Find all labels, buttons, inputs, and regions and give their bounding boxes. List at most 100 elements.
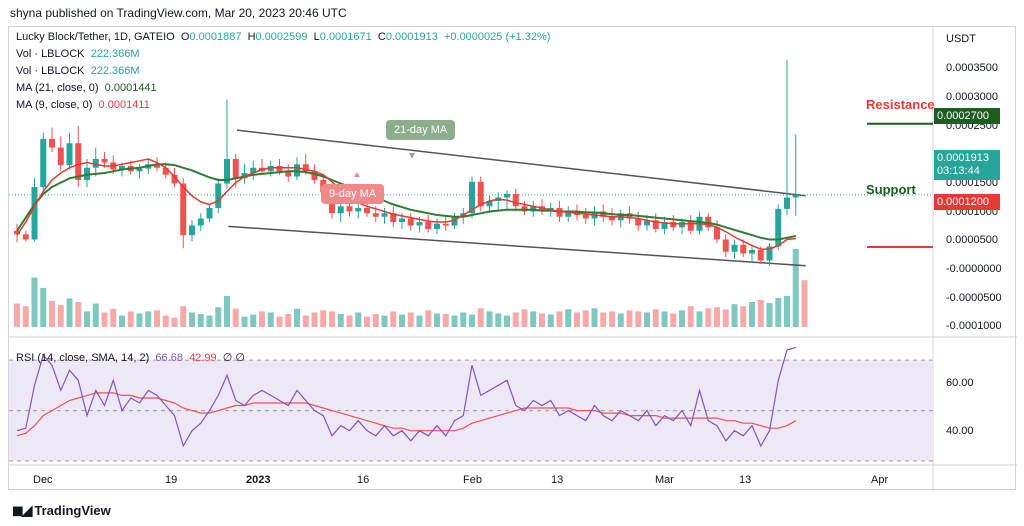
candle-body [215,183,222,208]
volume-bar [530,311,537,327]
volume-bar [180,306,187,327]
volume-bar [749,302,755,327]
price-tick-label: -0.0000000 [946,263,1002,275]
volume-bar [110,308,117,327]
volume-bar [364,316,370,327]
candle-body [635,218,642,226]
vol1-label: Vol · LBLOCK [16,48,85,60]
volume-bar [521,309,528,327]
candle-body [31,187,38,240]
tradingview-logo[interactable]: ◼◢ TradingView [12,502,111,519]
high-label: H [247,31,256,43]
time-tick-label: Apr [871,474,889,486]
legend-vol2[interactable]: Vol · LBLOCK 222.366M [16,65,140,77]
volume-bar [337,314,344,327]
volume-bar [679,310,685,327]
chart-canvas[interactable] [9,27,1017,491]
candle-body [504,194,510,198]
volume-bar [731,304,738,327]
volume-bar [399,314,405,327]
volume-bar [591,308,598,327]
volume-bar [285,314,292,327]
candle-body [434,223,440,229]
rsi-extra: ∅ ∅ [222,352,245,364]
publish-info: shyna published on TradingView.com, Mar … [10,6,347,20]
legend-vol1[interactable]: Vol · LBLOCK 222.366M [16,48,140,60]
volume-bar [381,315,388,327]
candle-body [355,208,362,212]
volume-bar [469,314,475,327]
legend-ma9[interactable]: MA (9, close, 0) 0.0001411 [16,99,150,111]
candle-body [250,167,257,173]
candle-body [206,208,213,219]
volume-bar [757,299,764,327]
volume-bar [171,317,178,327]
time-tick-label: 2023 [246,474,271,486]
candle-body [381,213,388,217]
volume-bar [460,312,467,327]
candle-body [14,230,20,235]
legend-rsi[interactable]: RSI (14, close, SMA, 14, 2) 66.68 42.99 … [16,351,245,364]
candle-body [661,222,668,229]
vol2-value: 222.366M [90,65,140,77]
candle-body [784,197,790,209]
volume-bar [206,315,213,327]
candle-body [311,171,318,180]
candle-body [40,138,47,187]
ma21-callout[interactable]: 21-day MA [386,120,456,140]
low-value: 0.0001671 [319,31,372,43]
chart-frame[interactable] [8,26,1017,491]
candle-body [757,250,764,261]
currency-label: USDT [946,33,976,45]
volume-bar [66,298,73,327]
candle-body [749,250,755,254]
channel-upper-line [236,129,806,197]
candle-body [740,244,747,254]
volume-bar [145,311,152,327]
symbol-title[interactable]: Lucky Block/Tether, 1D, GATEIO [16,31,175,43]
support-label: Support [866,182,916,197]
volume-bar [547,314,554,327]
volume-bar [259,311,265,327]
rsi-ma-line [16,392,797,437]
candle-body [232,159,239,179]
volume-bar [425,310,432,327]
volume-bar [714,307,720,327]
candle-body [469,181,475,214]
volume-bar [224,295,230,327]
volume-bar [119,315,125,327]
ma9-callout[interactable]: 9-day MA [321,184,385,204]
volume-bar [775,297,782,327]
candle-body [731,244,738,252]
candle-body [22,234,29,240]
tradingview-icon: ◼◢ [12,502,32,518]
volume-bar [232,308,239,327]
time-tick-label: 19 [165,474,178,486]
ma21-value: 0.0001441 [104,82,157,94]
volume-bar [57,305,64,327]
candle-body [302,164,309,172]
volume-bar [792,249,799,327]
volume-bar [302,315,309,327]
time-tick-label: 13 [739,474,752,486]
candle-body [276,166,283,172]
volume-bar [617,313,624,327]
volume-bar [197,314,204,327]
volume-bar [582,310,589,327]
volume-bar [600,312,607,327]
volume-bar [451,315,458,327]
current-price: 0.0001913 [937,152,989,164]
legend-ma21[interactable]: MA (21, close, 0) 0.0001441 [16,82,157,94]
rsi-tick-label: 40.00 [946,425,974,437]
candle-body [722,239,729,252]
volume-bar [626,310,633,327]
volume-bar [504,315,510,327]
ma9-callout-pointer [354,172,360,177]
candle-body [486,201,493,207]
candle-body [547,208,554,210]
volume-bar [250,314,257,327]
candle-body [766,246,773,261]
close-value: 0.0001913 [385,31,438,43]
time-tick-label: 13 [551,474,564,486]
candle-body [670,222,677,228]
